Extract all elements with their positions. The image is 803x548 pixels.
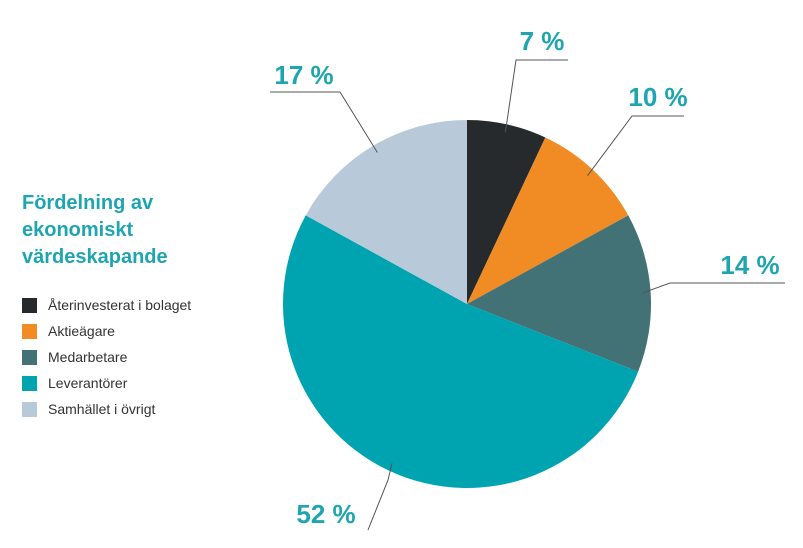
legend-item-2: Aktieägare [22,318,191,344]
pie-slice-1 [467,120,546,304]
leader-line-5 [270,91,378,153]
leader-line-1 [504,59,568,133]
legend: Återinvesterat i bolaget Aktieägare Medarb… [22,292,191,422]
legend-label: Samhället i övrigt [48,401,156,417]
legend-label: Medarbetare [48,349,128,365]
percentage-labels: 7 % 10 % 14 % 52 % 17 % [274,26,779,529]
leader-line-2 [587,115,684,177]
legend-swatch [22,297,37,313]
legend-item-4: Leverantörer [22,370,191,396]
chart-title: Fördelning av ekonomiskt värdeskapande [22,192,168,268]
percentage-label-1: 7 % [520,26,565,56]
percentage-label-5: 17 % [274,60,333,90]
legend-swatch [22,375,37,391]
pie-slice-5 [305,120,467,304]
percentage-label-4: 52 % [296,499,355,529]
leader-line-3 [642,282,785,294]
percentage-label-3: 14 % [720,250,779,280]
legend-item-3: Medarbetare [22,344,191,370]
leader-lines [270,59,785,531]
legend-label: Leverantörer [48,375,128,391]
chart-title-block: Fördelning av ekonomiskt värdeskapande [22,190,252,271]
leader-line-4 [367,463,393,531]
pie-slices [282,120,651,489]
pie-slice-3 [467,215,651,372]
legend-swatch [22,349,37,365]
legend-item-1: Återinvesterat i bolaget [22,292,191,318]
legend-item-5: Samhället i övrigt [22,396,191,422]
legend-swatch [22,323,37,339]
percentage-label-2: 10 % [628,82,687,112]
legend-swatch [22,401,37,417]
legend-label: Återinvesterat i bolaget [48,297,192,313]
pie-slice-4 [282,215,639,489]
pie-slice-2 [467,137,629,304]
legend-label: Aktieägare [48,323,115,339]
